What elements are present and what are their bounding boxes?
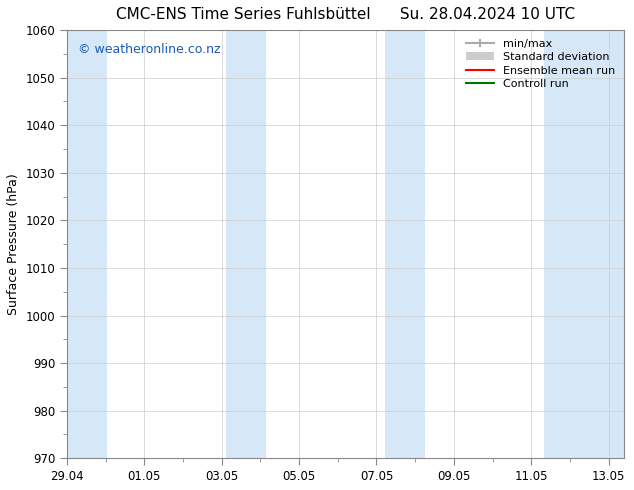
Bar xyxy=(226,30,266,458)
Y-axis label: Surface Pressure (hPa): Surface Pressure (hPa) xyxy=(7,173,20,315)
Bar xyxy=(385,30,425,458)
Title: CMC-ENS Time Series Fuhlsbüttel      Su. 28.04.2024 10 UTC: CMC-ENS Time Series Fuhlsbüttel Su. 28.0… xyxy=(116,7,575,22)
Bar xyxy=(67,30,107,458)
Legend: min/max, Standard deviation, Ensemble mean run, Controll run: min/max, Standard deviation, Ensemble me… xyxy=(463,36,618,92)
Bar xyxy=(545,30,624,458)
Text: © weatheronline.co.nz: © weatheronline.co.nz xyxy=(78,43,221,56)
